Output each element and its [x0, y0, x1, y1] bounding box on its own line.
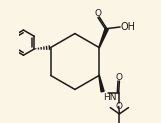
- Text: HN: HN: [103, 93, 117, 102]
- Text: O: O: [94, 9, 101, 18]
- Polygon shape: [99, 75, 104, 92]
- Text: OH: OH: [121, 22, 136, 32]
- Polygon shape: [99, 28, 108, 48]
- Text: O: O: [116, 74, 123, 83]
- Text: O: O: [115, 102, 122, 111]
